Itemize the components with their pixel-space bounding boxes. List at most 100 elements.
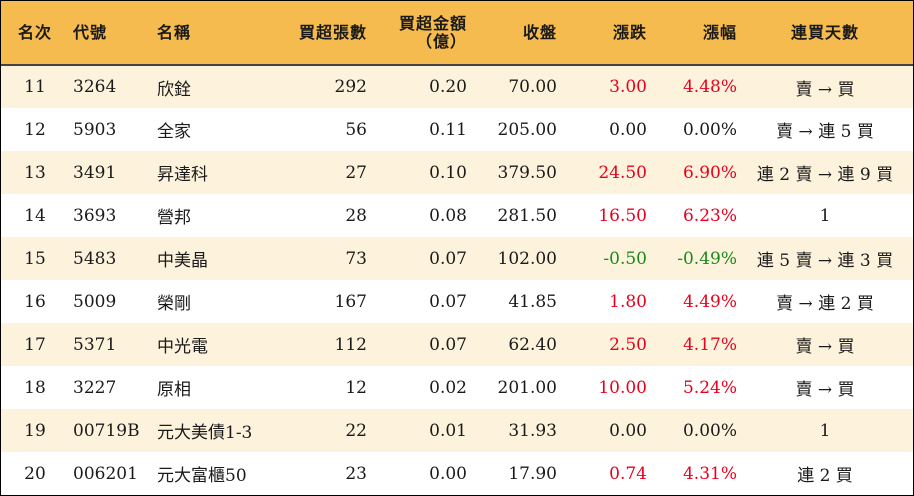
cell-code: 3491 — [73, 162, 117, 183]
cell-net-buy-lots: 22 — [345, 420, 367, 441]
cell-net-buy-amount: 0.11 — [429, 119, 467, 140]
cell-code: 3264 — [73, 77, 117, 97]
cell-name: 中光電 — [157, 337, 208, 357]
header-consecutive-days: 連買天數 — [737, 1, 913, 66]
cell-name: 全家 — [157, 122, 191, 142]
cell-net-buy-lots: 112 — [334, 334, 367, 355]
cell-close: 62.40 — [508, 334, 557, 355]
cell-net-buy-lots: 73 — [345, 248, 367, 269]
cell-change: 0.00 — [609, 119, 647, 140]
cell-consecutive-days: 連 2 買 — [797, 466, 853, 486]
cell-change: 0.00 — [609, 420, 647, 441]
table-header-row: 名次 代號 名稱 買超張數 買超金額 （億） 收盤 漲跌 漲幅 連買天數 — [1, 1, 913, 66]
cell-change: 0.74 — [609, 463, 647, 484]
cell-net-buy-lots: 27 — [345, 162, 367, 183]
cell-name: 原相 — [157, 380, 191, 400]
cell-net-buy-amount: 0.00 — [429, 463, 467, 484]
cell-change-pct: 6.90% — [682, 162, 737, 183]
table-row: 16 5009 榮剛 167 0.07 41.85 1.80 4.49% 賣 → 連 2 買 — [1, 280, 913, 323]
cell-code: 006201 — [73, 463, 138, 484]
cell-close: 102.00 — [497, 248, 557, 269]
cell-code: 5903 — [73, 119, 117, 140]
cell-change: 10.00 — [598, 377, 647, 398]
cell-name: 中美晶 — [157, 251, 208, 271]
cell-net-buy-amount: 0.01 — [429, 420, 467, 441]
cell-rank: 18 — [24, 377, 46, 398]
cell-close: 31.93 — [508, 420, 557, 441]
cell-net-buy-lots: 28 — [345, 205, 367, 226]
cell-name: 元大美債1-3 — [157, 423, 253, 443]
cell-name: 榮剛 — [157, 294, 191, 314]
cell-change-pct: 6.23% — [682, 205, 737, 226]
cell-code: 00719B — [73, 420, 140, 441]
table-row: 11 3264 欣銓 292 0.20 70.00 3.00 4.48% 賣 → 買 — [1, 65, 913, 108]
cell-close: 201.00 — [497, 377, 557, 398]
cell-net-buy-amount: 0.02 — [429, 377, 467, 398]
cell-net-buy-amount: 0.07 — [429, 334, 467, 355]
table-body: 11 3264 欣銓 292 0.20 70.00 3.00 4.48% 賣 → 買 12 5903… — [1, 65, 913, 495]
cell-rank: 11 — [24, 77, 46, 97]
cell-rank: 14 — [24, 205, 46, 226]
cell-consecutive-days: 賣 → 買 — [795, 337, 855, 357]
cell-change-pct: 5.24% — [682, 377, 737, 398]
header-code: 代號 — [69, 1, 157, 66]
cell-net-buy-amount: 0.07 — [429, 248, 467, 269]
cell-close: 17.90 — [508, 463, 557, 484]
cell-name: 營邦 — [157, 208, 191, 228]
header-rank: 名次 — [1, 1, 69, 66]
cell-rank: 17 — [24, 334, 46, 355]
cell-code: 5483 — [73, 248, 117, 269]
cell-close: 205.00 — [497, 119, 557, 140]
cell-consecutive-days: 賣 → 連 2 買 — [776, 294, 874, 314]
header-net-buy-lots: 買超張數 — [293, 1, 367, 66]
cell-change-pct: 4.31% — [682, 463, 737, 484]
cell-consecutive-days: 連 5 賣 → 連 3 買 — [756, 251, 894, 271]
cell-change: 3.00 — [609, 77, 647, 97]
table-row: 19 00719B 元大美債1-3 22 0.01 31.93 0.00 0.00% 1 — [1, 409, 913, 452]
cell-name: 元大富櫃50 — [157, 466, 247, 486]
cell-net-buy-amount: 0.20 — [429, 77, 467, 97]
cell-net-buy-lots: 56 — [345, 119, 367, 140]
cell-change: 1.80 — [609, 291, 647, 312]
cell-consecutive-days: 連 2 賣 → 連 9 買 — [756, 165, 894, 185]
cell-net-buy-lots: 23 — [345, 463, 367, 484]
cell-name: 昇達科 — [157, 165, 208, 185]
cell-close: 379.50 — [497, 162, 557, 183]
header-net-buy-amount: 買超金額 （億） — [367, 1, 467, 66]
table-row: 13 3491 昇達科 27 0.10 379.50 24.50 6.90% 連 2 賣 → 連… — [1, 151, 913, 194]
table-row: 15 5483 中美晶 73 0.07 102.00 -0.50 -0.49% 連 5 賣 → … — [1, 237, 913, 280]
table-row: 18 3227 原相 12 0.02 201.00 10.00 5.24% 賣 → 買 — [1, 366, 913, 409]
cell-code: 3693 — [73, 205, 117, 226]
cell-close: 281.50 — [497, 205, 557, 226]
cell-code: 5009 — [73, 291, 117, 312]
cell-consecutive-days: 賣 → 買 — [795, 380, 855, 400]
cell-code: 5371 — [73, 334, 117, 355]
cell-net-buy-amount: 0.07 — [429, 291, 467, 312]
cell-rank: 12 — [24, 119, 46, 140]
cell-code: 3227 — [73, 377, 117, 398]
cell-change: 24.50 — [598, 162, 647, 183]
table-row: 20 006201 元大富櫃50 23 0.00 17.90 0.74 4.31% 連 2 買 — [1, 452, 913, 495]
cell-close: 41.85 — [508, 291, 557, 312]
cell-change-pct: 4.48% — [682, 77, 737, 97]
table-row: 12 5903 全家 56 0.11 205.00 0.00 0.00% 賣 → 連 5 買 — [1, 108, 913, 151]
cell-change-pct: 4.17% — [682, 334, 737, 355]
header-change: 漲跌 — [557, 1, 647, 66]
cell-rank: 16 — [24, 291, 46, 312]
cell-net-buy-lots: 167 — [334, 291, 367, 312]
cell-consecutive-days: 賣 → 買 — [795, 79, 855, 100]
cell-rank: 20 — [24, 463, 46, 484]
cell-consecutive-days: 1 — [819, 420, 831, 441]
cell-name: 欣銓 — [157, 79, 191, 100]
cell-net-buy-lots: 12 — [345, 377, 367, 398]
cell-change-pct: 0.00% — [682, 420, 737, 441]
cell-net-buy-amount: 0.10 — [429, 162, 467, 183]
cell-consecutive-days: 1 — [819, 205, 831, 226]
header-net-buy-amount-line1: 買超金額 — [398, 13, 467, 33]
cell-change: -0.50 — [603, 248, 647, 269]
table-row: 14 3693 營邦 28 0.08 281.50 16.50 6.23% 1 — [1, 194, 913, 237]
cell-change: 2.50 — [609, 334, 647, 355]
cell-change-pct: 4.49% — [682, 291, 737, 312]
